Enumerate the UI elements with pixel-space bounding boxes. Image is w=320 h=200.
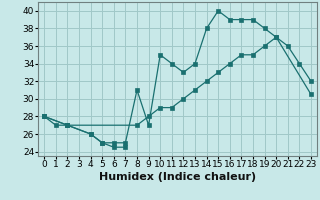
X-axis label: Humidex (Indice chaleur): Humidex (Indice chaleur) — [99, 172, 256, 182]
